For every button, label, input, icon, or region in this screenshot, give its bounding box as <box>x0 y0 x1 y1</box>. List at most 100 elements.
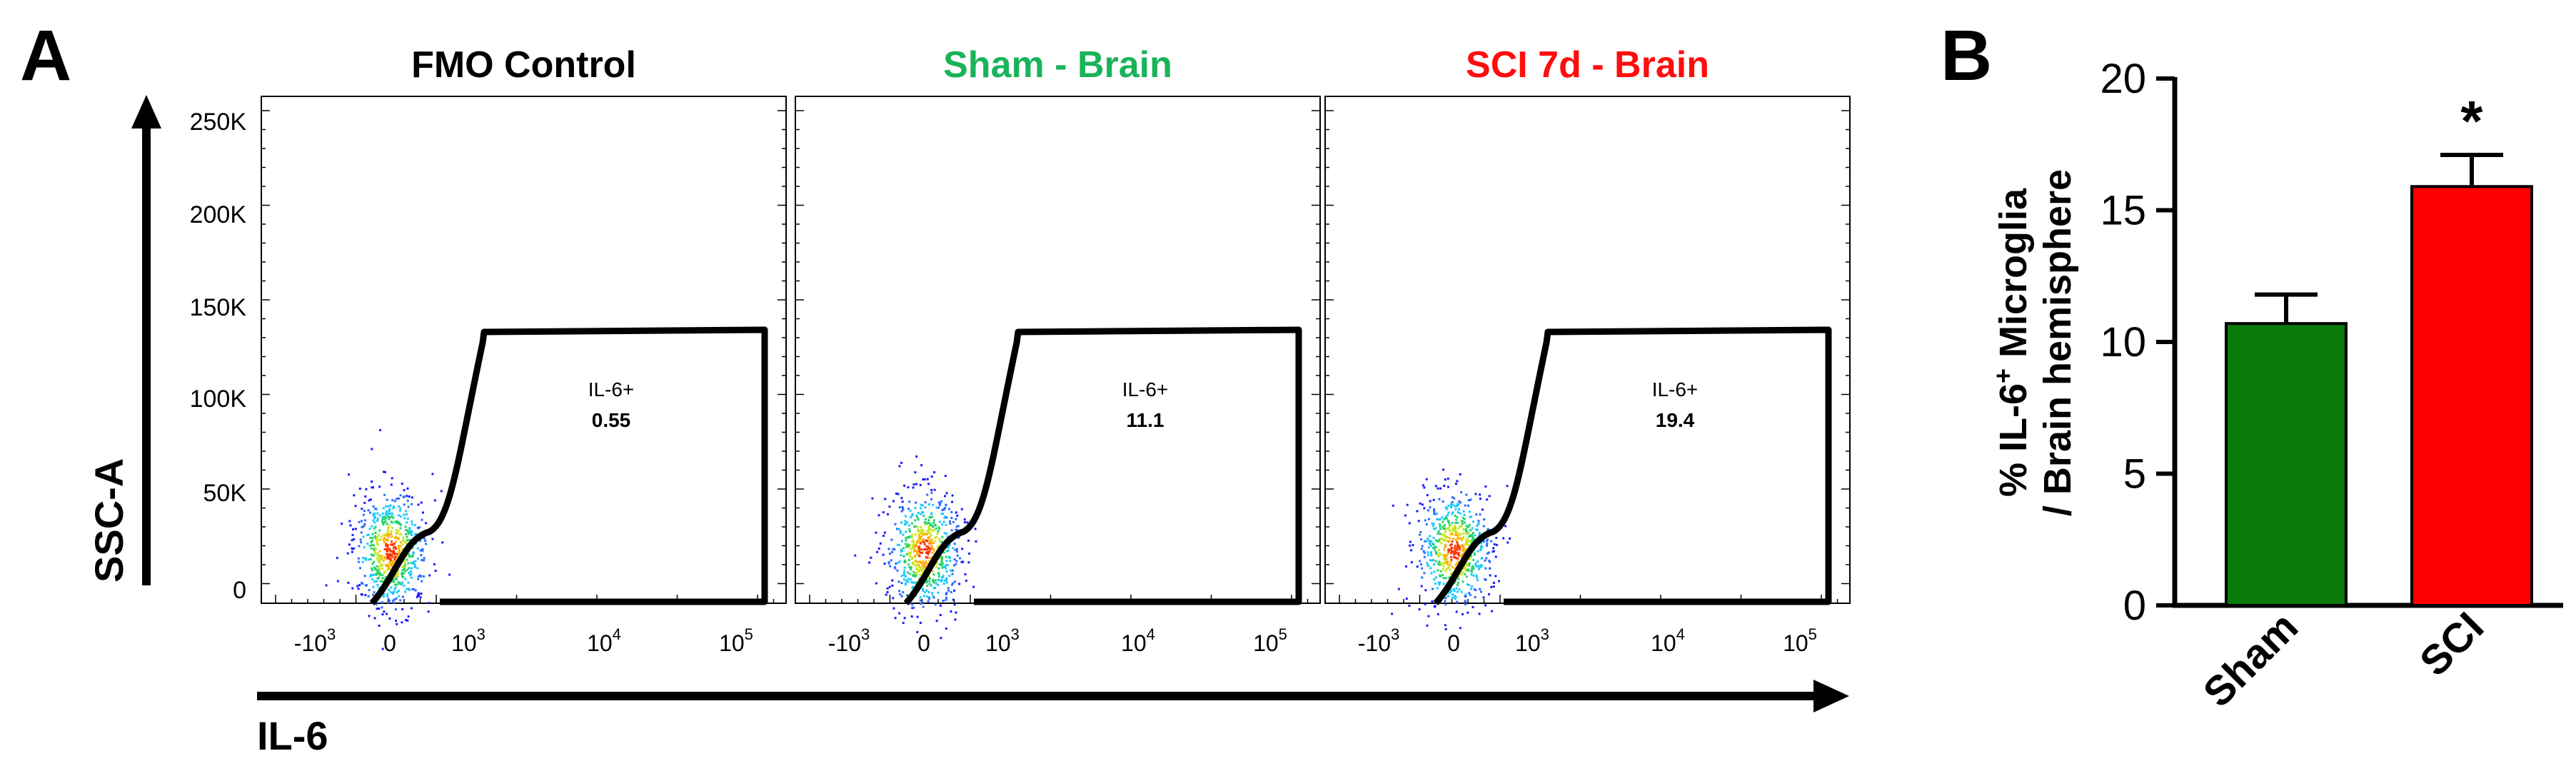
flow-event-dot <box>401 621 403 624</box>
flow-event-dot <box>950 529 953 532</box>
flow-event-dot <box>899 532 902 535</box>
flow-event-dot <box>927 536 930 539</box>
flow-event-dot <box>1429 551 1432 554</box>
flow-event-dot <box>1472 574 1475 577</box>
flow-event-dot <box>940 564 943 567</box>
flow-event-dot <box>403 540 406 543</box>
flow-event-dot <box>1470 573 1473 576</box>
flow-plot-title: FMO Control <box>411 44 636 86</box>
flow-event-dot <box>895 492 897 495</box>
flow-event-dot <box>397 514 400 517</box>
flow-event-dot <box>942 575 945 578</box>
flow-event-dot <box>914 533 917 536</box>
flow-event-dot <box>360 541 363 544</box>
flow-event-dot <box>1464 569 1467 572</box>
flow-event-dot <box>391 499 394 502</box>
y-tick-label: 0 <box>233 577 246 604</box>
flow-event-dot <box>383 536 386 539</box>
x-tick-base: -10 <box>828 630 861 656</box>
flow-event-dot <box>912 585 915 588</box>
flow-event-dot <box>428 602 431 605</box>
flow-event-dot <box>932 541 935 544</box>
flow-axes: SSC-A IL-6 <box>86 95 1849 758</box>
flow-event-dot <box>376 543 379 546</box>
flow-event-dot <box>371 486 373 489</box>
flow-event-dot <box>395 536 398 539</box>
flow-event-dot <box>361 525 364 528</box>
flow-event-dot <box>1424 519 1427 522</box>
flow-event-dot <box>1489 567 1491 570</box>
flow-event-dot <box>1451 511 1454 514</box>
flow-event-dot <box>905 543 907 545</box>
flow-event-dot <box>351 539 353 542</box>
flow-event-dot <box>927 547 930 550</box>
flow-event-dot <box>1416 510 1419 513</box>
flow-event-dot <box>904 582 907 585</box>
flow-event-dot <box>892 597 895 600</box>
flow-event-dot <box>1437 540 1440 543</box>
flow-event-dot <box>1441 562 1444 565</box>
flow-event-dot <box>382 593 385 596</box>
flow-event-dot <box>407 553 410 555</box>
x-tick-base: 0 <box>917 630 930 656</box>
flow-event-dot <box>1449 591 1451 594</box>
bar <box>2225 322 2348 607</box>
flow-event-dot <box>358 520 361 523</box>
flow-event-dot <box>386 539 389 542</box>
flow-event-dot <box>398 548 401 550</box>
flow-event-dot <box>918 560 921 563</box>
flow-event-dot <box>935 506 938 509</box>
flow-event-dot <box>1462 536 1465 539</box>
flow-event-dot <box>929 541 932 544</box>
flow-event-dot <box>948 543 951 546</box>
flow-event-dot <box>943 516 946 519</box>
flow-event-dot <box>942 583 945 585</box>
flow-event-dot <box>900 595 903 598</box>
flow-event-dot <box>952 598 955 601</box>
flow-event-dot <box>389 558 392 561</box>
flow-event-dot <box>384 558 387 560</box>
flow-event-dot <box>1427 538 1429 540</box>
flow-event-dot <box>377 560 380 563</box>
flow-event-dot <box>938 503 941 506</box>
flow-event-dot <box>1433 512 1436 515</box>
flow-event-dot <box>905 537 907 540</box>
flow-event-dot <box>387 566 390 569</box>
flow-event-dot <box>374 532 377 535</box>
flow-event-dot <box>431 473 434 475</box>
flow-event-dot <box>1497 580 1500 583</box>
flow-event-dot <box>1444 524 1447 527</box>
flow-event-dot <box>1465 493 1468 496</box>
flow-event-dot <box>386 498 388 501</box>
flow-event-dot <box>921 530 924 533</box>
flow-event-dot <box>952 547 955 550</box>
flow-event-dot <box>911 607 914 610</box>
flow-event-dot <box>1442 583 1445 585</box>
flow-event-dot <box>367 509 370 512</box>
flow-event-dot <box>384 576 387 579</box>
flow-event-dot <box>949 569 952 572</box>
flow-event-dot <box>955 518 957 520</box>
flow-event-dot <box>927 528 930 531</box>
bar-y-tick-label: 0 <box>2123 583 2146 629</box>
flow-event-dot <box>385 538 388 541</box>
flow-event-dot <box>1476 528 1479 531</box>
flow-event-dot <box>348 520 351 523</box>
x-tick-exponent: 4 <box>613 625 621 643</box>
flow-event-dot <box>931 592 934 595</box>
flow-event-dot <box>1461 516 1464 519</box>
flow-event-dot <box>1454 538 1457 541</box>
flow-event-dot <box>397 529 400 532</box>
flow-event-dot <box>921 564 924 567</box>
flow-event-dot <box>915 563 917 566</box>
flow-event-dot <box>928 577 931 580</box>
flow-event-dot <box>923 478 926 480</box>
flow-event-dot <box>956 550 959 553</box>
flow-event-dot <box>1470 542 1473 545</box>
flow-event-dot <box>371 553 373 556</box>
flow-event-dot <box>1440 542 1443 545</box>
flow-event-dot <box>911 514 914 517</box>
flow-event-dot <box>937 591 940 594</box>
flow-event-dot <box>383 518 386 520</box>
